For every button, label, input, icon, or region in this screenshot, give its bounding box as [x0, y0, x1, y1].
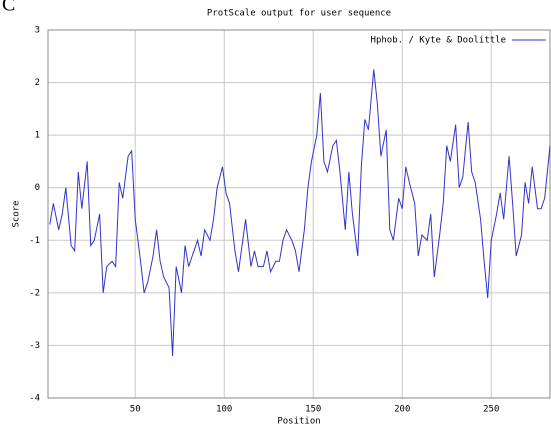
y-tick-label: -2: [29, 288, 40, 298]
x-tick-label: 50: [130, 405, 141, 415]
y-tick-label: -1: [29, 236, 40, 246]
chart-title: ProtScale output for user sequence: [207, 9, 391, 19]
y-tick-label: 0: [35, 183, 40, 193]
data-line: [49, 69, 551, 356]
x-tick-label: 200: [394, 405, 410, 415]
y-tick-label: -4: [29, 394, 40, 404]
panel-label: C: [2, 0, 15, 16]
y-tick-label: 3: [35, 26, 40, 36]
x-tick-label: 150: [305, 405, 321, 415]
x-tick-label: 100: [216, 405, 232, 415]
plot-frame: [47, 29, 551, 399]
x-axis-label: Position: [277, 417, 320, 427]
legend-label: Hphob. / Kyte & Doolittle: [371, 36, 506, 46]
y-tick-label: 2: [35, 78, 40, 88]
y-tick-label: -3: [29, 341, 40, 351]
x-tick-label: 250: [483, 405, 499, 415]
y-axis-label: Score: [12, 200, 22, 227]
y-tick-label: 1: [35, 131, 40, 141]
